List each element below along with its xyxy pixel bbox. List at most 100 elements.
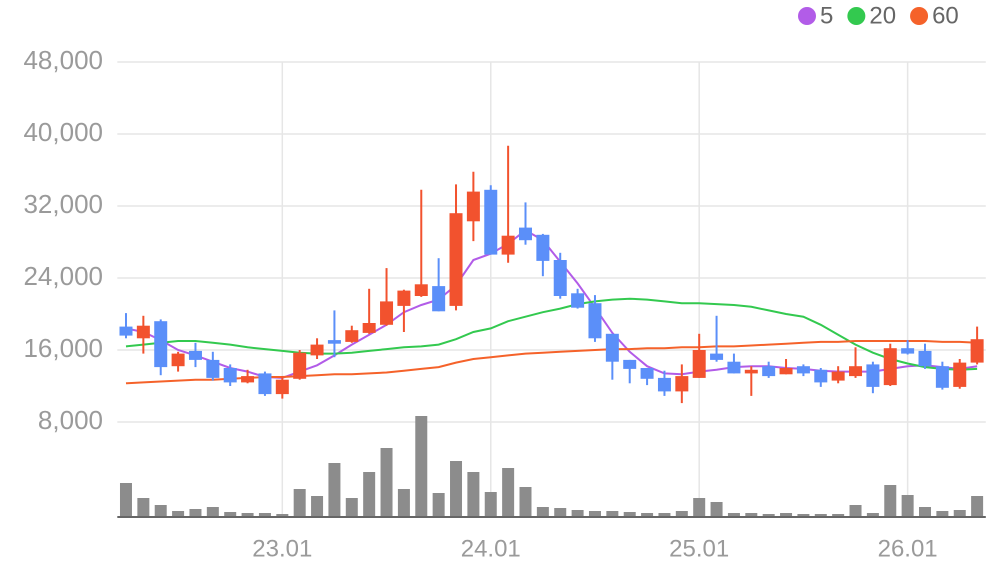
candle-body — [571, 293, 585, 308]
volume-bar — [675, 511, 688, 517]
volume-bar — [484, 492, 497, 517]
volume-bar — [693, 498, 706, 517]
volume-bar — [710, 502, 723, 517]
candle-body — [345, 330, 359, 342]
volume-bar — [866, 513, 879, 517]
volume-bar — [154, 505, 167, 517]
volume-bar — [745, 513, 758, 517]
legend-label: 60 — [932, 2, 959, 29]
volume-bar — [554, 508, 567, 517]
candle-body — [901, 348, 915, 354]
volume-bar — [467, 472, 480, 517]
candle-body — [518, 227, 532, 241]
candle-body — [779, 368, 793, 375]
candle-body — [553, 260, 567, 296]
volume-bar — [189, 509, 202, 517]
x-tick-label: 24.01 — [461, 535, 521, 562]
candle-body — [953, 362, 967, 387]
candle-body — [449, 213, 463, 306]
volume-bar — [363, 472, 376, 517]
y-tick-label: 16,000 — [23, 333, 103, 363]
candle-body — [814, 369, 828, 383]
legend-marker — [910, 7, 929, 25]
y-tick-label: 48,000 — [23, 45, 103, 75]
candle-body — [657, 377, 671, 392]
volume-bar — [345, 498, 358, 517]
volume-bar — [137, 498, 150, 517]
candle-body — [536, 234, 550, 261]
volume-bar — [241, 513, 254, 517]
candle-body — [241, 376, 255, 383]
volume-bar — [971, 496, 984, 517]
candle-body — [293, 352, 307, 379]
candle-body — [918, 350, 932, 367]
x-tick-label: 25.01 — [669, 535, 729, 562]
legend-marker — [847, 7, 866, 25]
candle-body — [605, 333, 619, 362]
volume-bar — [832, 514, 845, 517]
candle-body — [710, 353, 724, 360]
volume-bar — [536, 507, 549, 517]
volume-bar — [293, 489, 306, 517]
volume-bar — [311, 496, 324, 517]
volume-bar — [415, 416, 428, 517]
candle-body — [171, 353, 185, 367]
candle-body — [484, 189, 498, 255]
candle-body — [640, 368, 654, 379]
volume-bar — [919, 507, 932, 517]
candle-body — [744, 369, 758, 374]
y-tick-label: 40,000 — [23, 117, 103, 147]
volume-bar — [380, 448, 393, 517]
volume-bar — [623, 512, 636, 517]
volume-bar — [641, 513, 654, 517]
candle-body — [275, 379, 289, 395]
candle-body — [692, 350, 706, 378]
volume-bar — [953, 510, 966, 517]
volume-bar — [849, 505, 862, 517]
candle-body — [362, 323, 376, 333]
volume-bar — [884, 485, 897, 517]
volume-bar — [780, 513, 793, 517]
volume-bar — [328, 463, 341, 517]
volume-bar — [397, 489, 410, 517]
candle-body — [796, 366, 810, 374]
legend-label: 20 — [869, 2, 896, 29]
candle-body — [136, 325, 150, 339]
candle-body — [866, 364, 880, 387]
candle-body — [501, 235, 515, 255]
volume-bar — [762, 514, 775, 517]
volume-bar — [432, 493, 445, 517]
volume-bar — [276, 514, 289, 517]
candle-body — [432, 286, 446, 312]
candle-body — [380, 301, 394, 325]
volume-bar — [606, 511, 619, 517]
candle-body — [883, 348, 897, 386]
volume-bar — [797, 514, 810, 517]
candle-body — [588, 303, 602, 339]
candle-body — [623, 359, 637, 369]
candle-body — [935, 366, 949, 388]
candle-body — [310, 344, 324, 356]
candle-body — [849, 366, 863, 377]
candle-body — [206, 359, 220, 378]
legend-marker — [798, 7, 816, 25]
y-tick-label: 24,000 — [23, 261, 103, 291]
candle-body — [727, 361, 741, 374]
y-tick-label: 32,000 — [23, 189, 103, 219]
candle-body — [119, 326, 133, 336]
volume-bar — [206, 507, 219, 517]
candle-body — [258, 373, 272, 395]
volume-bar — [588, 511, 601, 517]
volume-bar — [224, 512, 237, 517]
volume-bar — [901, 495, 914, 517]
legend-label: 5 — [820, 2, 833, 29]
volume-bar — [727, 513, 740, 517]
candle-body — [223, 368, 237, 383]
volume-bar — [936, 511, 949, 517]
candle-body — [154, 321, 168, 368]
volume-bar — [658, 513, 671, 517]
candle-body — [831, 371, 845, 381]
candle-body — [762, 366, 776, 377]
x-tick-label: 26.01 — [878, 535, 938, 562]
